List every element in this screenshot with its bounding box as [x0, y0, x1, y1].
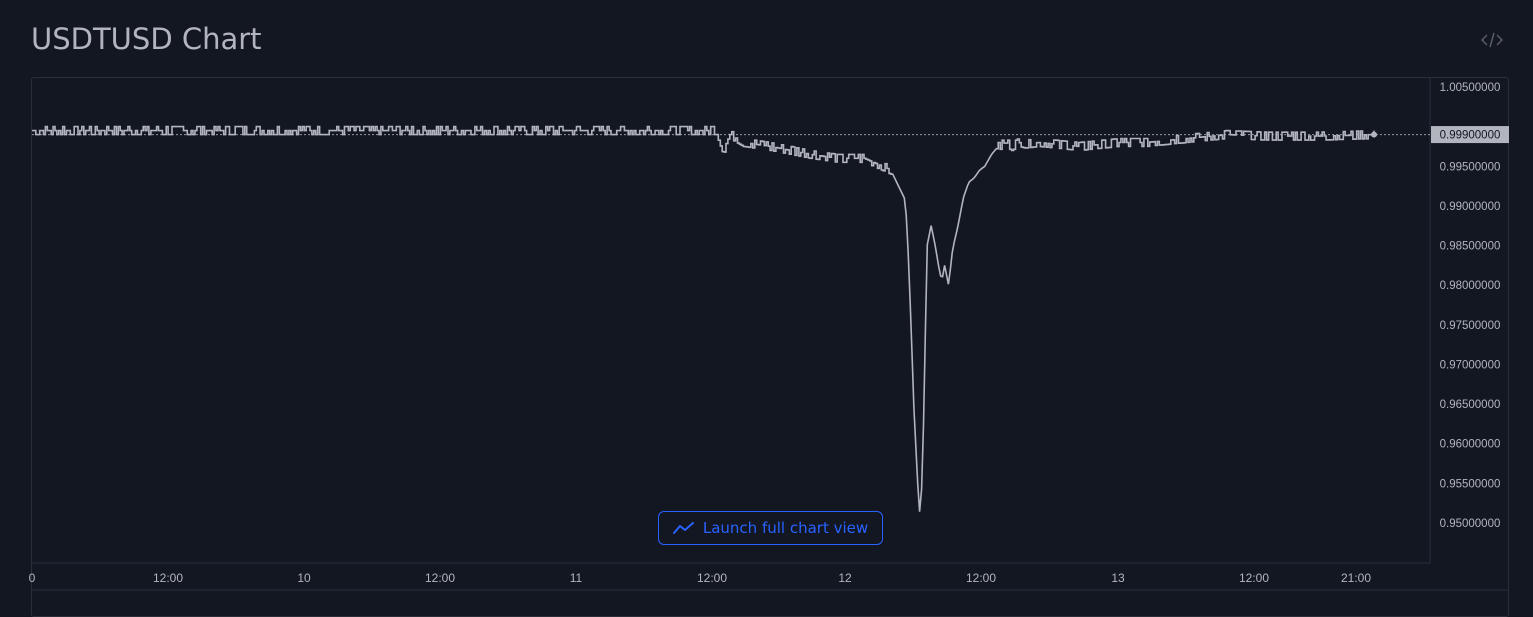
launch-full-chart-button[interactable]: Launch full chart view: [658, 511, 883, 545]
x-tick-label: 11: [570, 571, 583, 585]
chart-trend-icon: [672, 522, 694, 534]
x-tick-label: 12: [838, 571, 852, 585]
price-line-series: [32, 125, 1375, 512]
y-tick-label: 0.96500000: [1440, 399, 1501, 411]
y-tick-label: 0.97500000: [1440, 320, 1501, 332]
y-tick-label: 0.99500000: [1440, 161, 1501, 173]
x-tick-label: 12:00: [425, 571, 455, 585]
y-tick-label: 0.98500000: [1440, 241, 1501, 253]
y-tick-label: 0.99000000: [1440, 201, 1501, 213]
x-tick-label: 21:00: [1341, 571, 1371, 585]
embed-code-button[interactable]: [1478, 28, 1506, 52]
y-tick-label: 0.97000000: [1440, 359, 1501, 371]
y-tick-label: 1.00500000: [1440, 82, 1501, 94]
x-tick-label: 12:00: [697, 571, 727, 585]
page-title: USDTUSD Chart: [31, 22, 262, 56]
x-tick-label: 13: [1111, 571, 1125, 585]
last-price-label-bg: [1431, 126, 1509, 144]
last-price-label-group: 0.99900000: [1431, 126, 1509, 144]
price-chart[interactable]: 1.00500000 0.99500000 0.99000000 0.98500000…: [0, 0, 1533, 600]
series-layer: [32, 125, 1375, 512]
y-tick-label: 0.96000000: [1440, 439, 1501, 451]
x-tick-label: 12:00: [153, 571, 183, 585]
y-tick-label: 0.98000000: [1440, 280, 1501, 292]
x-tick-label: 12:00: [1239, 571, 1269, 585]
time-axis: 0 12:00 10 12:00 11 12:00 12 12:00 13 12:00 21:00: [29, 571, 1372, 585]
last-price-label: 0.99900000: [1440, 130, 1501, 142]
x-tick-label: 12:00: [966, 571, 996, 585]
x-tick-label: 10: [297, 571, 311, 585]
code-embed-icon: [1481, 32, 1503, 48]
y-tick-label: 0.95500000: [1440, 478, 1501, 490]
y-tick-label: 0.95000000: [1440, 518, 1501, 530]
launch-button-label: Launch full chart view: [702, 519, 869, 537]
x-tick-label: 0: [29, 571, 36, 585]
last-price-marker: [1371, 131, 1377, 138]
price-axis: 1.00500000 0.99500000 0.99000000 0.98500000…: [1440, 82, 1501, 530]
